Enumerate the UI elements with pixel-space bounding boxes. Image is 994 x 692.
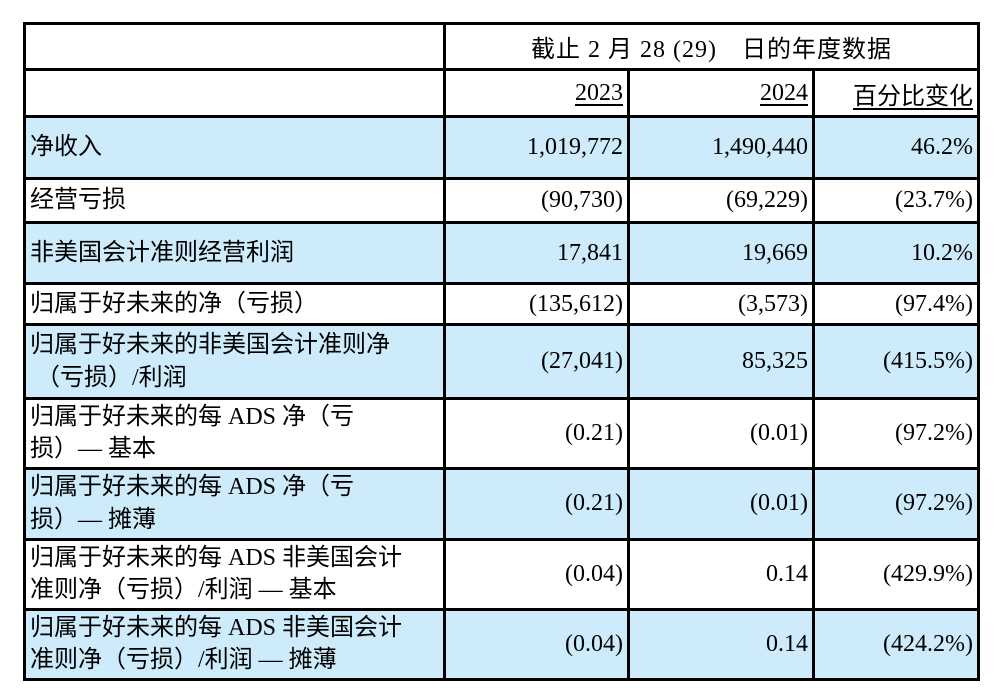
value-change: (424.2%) bbox=[811, 607, 981, 681]
value-2024: (69,229) bbox=[627, 177, 815, 224]
table-row-non-gaap-net-loss-income: 归属于好未来的非美国会计准则净 （亏损）/利润 (27,041) 85,325 … bbox=[23, 323, 981, 400]
table-row-net-loss-attributable: 归属于好未来的净（亏损） (135,612) (3,573) (97.4%) bbox=[23, 282, 981, 326]
value-change: (97.2%) bbox=[811, 397, 981, 470]
column-header-2024-label: 2024 bbox=[760, 79, 808, 106]
column-header-2023-label: 2023 bbox=[575, 79, 623, 106]
value-change: (415.5%) bbox=[811, 323, 981, 400]
column-header-percent-change-label: 百分比变化 bbox=[853, 83, 974, 110]
value-change: (97.4%) bbox=[811, 282, 981, 326]
value-change: 10.2% bbox=[811, 221, 981, 285]
row-label: 净收入 bbox=[23, 115, 446, 180]
column-header-2024: 2024 bbox=[627, 68, 815, 118]
row-label: 归属于好未来的非美国会计准则净 （亏损）/利润 bbox=[23, 323, 446, 400]
value-2023: (0.04) bbox=[443, 537, 630, 611]
row-label: 归属于好未来的净（亏损） bbox=[23, 282, 446, 326]
value-2024: 85,325 bbox=[627, 323, 815, 400]
table-row-non-gaap-per-ads-diluted: 归属于好未来的每 ADS 非美国会计 准则净（亏损）/利润 — 摊薄 (0.04… bbox=[23, 607, 981, 681]
period-title: 截止 2 月 28 (29) 日的年度数据 bbox=[442, 22, 981, 71]
value-2023: (0.04) bbox=[443, 607, 630, 681]
row-label: 归属于好未来的每 ADS 非美国会计 准则净（亏损）/利润 — 摊薄 bbox=[23, 607, 446, 681]
row-label: 经营亏损 bbox=[23, 177, 446, 224]
value-change: (429.9%) bbox=[811, 537, 981, 611]
value-2023: (0.21) bbox=[443, 466, 630, 541]
value-2024: 0.14 bbox=[627, 537, 815, 611]
value-2024: (0.01) bbox=[627, 466, 815, 541]
value-2023: (135,612) bbox=[443, 282, 630, 326]
row-label: 非美国会计准则经营利润 bbox=[23, 221, 446, 285]
value-2023: 1,019,772 bbox=[443, 115, 630, 180]
value-2023: (0.21) bbox=[443, 397, 630, 470]
column-header-2023: 2023 bbox=[443, 68, 630, 118]
value-2024: 1,490,440 bbox=[627, 115, 815, 180]
table-row-net-loss-per-ads-diluted: 归属于好未来的每 ADS 净（亏 损）— 摊薄 (0.21) (0.01) (9… bbox=[23, 466, 981, 541]
table-row-non-gaap-per-ads-basic: 归属于好未来的每 ADS 非美国会计 准则净（亏损）/利润 — 基本 (0.04… bbox=[23, 537, 981, 611]
header-years-row: 2023 2024 百分比变化 bbox=[23, 68, 981, 118]
header-period-row: 截止 2 月 28 (29) 日的年度数据 bbox=[23, 22, 981, 71]
column-header-percent-change: 百分比变化 bbox=[811, 68, 981, 118]
row-label: 归属于好未来的每 ADS 净（亏 损）— 基本 bbox=[23, 397, 446, 470]
row-label: 归属于好未来的每 ADS 非美国会计 准则净（亏损）/利润 — 基本 bbox=[23, 537, 446, 611]
value-change: 46.2% bbox=[811, 115, 981, 180]
table-row-operating-loss: 经营亏损 (90,730) (69,229) (23.7%) bbox=[23, 177, 981, 224]
value-2023: 17,841 bbox=[443, 221, 630, 285]
value-change: (23.7%) bbox=[811, 177, 981, 224]
table-row-net-loss-per-ads-basic: 归属于好未来的每 ADS 净（亏 损）— 基本 (0.21) (0.01) (9… bbox=[23, 397, 981, 470]
value-2024: (0.01) bbox=[627, 397, 815, 470]
table-row-non-gaap-operating-income: 非美国会计准则经营利润 17,841 19,669 10.2% bbox=[23, 221, 981, 285]
header-blank-cell-2 bbox=[23, 68, 446, 118]
header-blank-cell bbox=[23, 22, 446, 71]
value-2024: 19,669 bbox=[627, 221, 815, 285]
value-2023: (90,730) bbox=[443, 177, 630, 224]
annual-financials-table: 截止 2 月 28 (29) 日的年度数据 2023 2024 百分比变化 净收… bbox=[23, 22, 981, 681]
value-2024: (3,573) bbox=[627, 282, 815, 326]
table-row-net-revenue: 净收入 1,019,772 1,490,440 46.2% bbox=[23, 115, 981, 180]
row-label: 归属于好未来的每 ADS 净（亏 损）— 摊薄 bbox=[23, 466, 446, 541]
value-2024: 0.14 bbox=[627, 607, 815, 681]
value-change: (97.2%) bbox=[811, 466, 981, 541]
value-2023: (27,041) bbox=[443, 323, 630, 400]
